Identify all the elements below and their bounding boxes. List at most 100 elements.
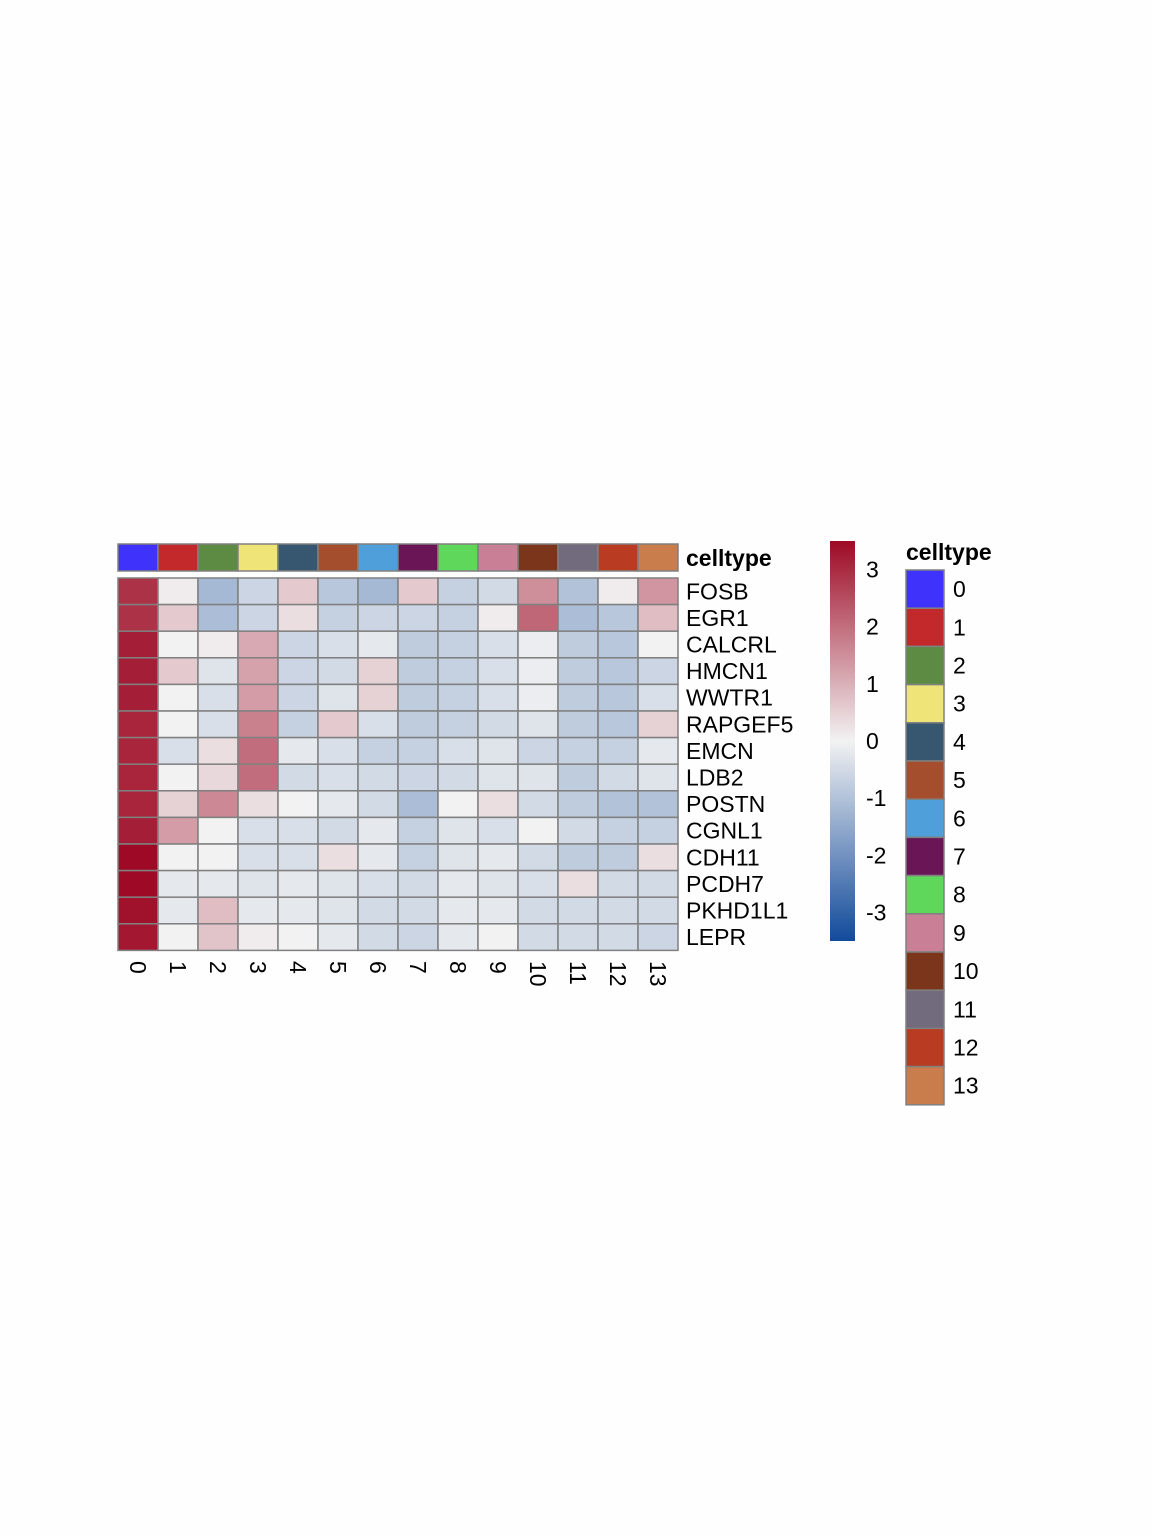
annotation-cell-8 — [437, 543, 479, 572]
row-label-EGR1: EGR1 — [686, 605, 749, 631]
cell-PCDH7-3 — [237, 869, 279, 898]
cell-LEPR-13 — [637, 923, 679, 952]
annotation-label: celltype — [686, 545, 772, 571]
colorbar-tick--1: -1 — [866, 785, 886, 811]
legend-swatch-5 — [905, 760, 945, 800]
cell-PKHD1L1-13 — [637, 896, 679, 925]
legend-label-8: 8 — [953, 882, 966, 908]
cell-LDB2-1 — [157, 763, 199, 792]
legend-swatch-6 — [905, 798, 945, 839]
colorbar-tick-1: 1 — [866, 671, 879, 697]
cell-PCDH7-11 — [557, 869, 599, 898]
cell-RAPGEF5-13 — [637, 710, 679, 739]
legend-swatch-11 — [905, 989, 945, 1030]
cell-FOSB-2 — [197, 577, 239, 606]
cell-PCDH7-2 — [197, 869, 239, 898]
annotation-cell-4 — [277, 543, 319, 572]
cell-EGR1-6 — [357, 603, 399, 632]
cell-EGR1-11 — [557, 603, 599, 632]
colorbar-tick-3: 3 — [866, 557, 879, 583]
cell-RAPGEF5-1 — [157, 710, 199, 739]
cell-CALCRL-3 — [237, 630, 279, 659]
cell-LEPR-3 — [237, 923, 279, 952]
cell-HMCN1-1 — [157, 657, 199, 686]
legend-label-9: 9 — [953, 920, 966, 946]
legend-title: celltype — [906, 539, 992, 565]
cell-EGR1-3 — [237, 603, 279, 632]
cell-LDB2-6 — [357, 763, 399, 792]
cell-EGR1-9 — [477, 603, 519, 632]
colorbar-tick--2: -2 — [866, 842, 886, 868]
cell-EMCN-12 — [597, 736, 639, 765]
cell-EGR1-8 — [437, 603, 479, 632]
legend-label-7: 7 — [953, 844, 966, 870]
cell-WWTR1-2 — [197, 683, 239, 712]
cell-EGR1-0 — [117, 603, 159, 632]
cell-EMCN-8 — [437, 736, 479, 765]
cell-CALCRL-8 — [437, 630, 479, 659]
column-label-4: 4 — [285, 961, 311, 974]
cell-EGR1-13 — [637, 603, 679, 632]
cell-EGR1-1 — [157, 603, 199, 632]
cell-POSTN-4 — [277, 790, 319, 819]
cell-POSTN-5 — [317, 790, 359, 819]
legend-label-3: 3 — [953, 691, 966, 717]
cell-CGNL1-1 — [157, 816, 199, 845]
cell-CGNL1-11 — [557, 816, 599, 845]
legend-swatch-9 — [905, 913, 945, 953]
cell-PKHD1L1-11 — [557, 896, 599, 925]
cell-RAPGEF5-11 — [557, 710, 599, 739]
cell-EMCN-10 — [517, 736, 559, 765]
cell-PCDH7-10 — [517, 869, 559, 898]
cell-POSTN-9 — [477, 790, 519, 819]
column-label-5: 5 — [325, 961, 351, 974]
cell-LEPR-2 — [197, 923, 239, 952]
cell-CGNL1-9 — [477, 816, 519, 845]
cell-RAPGEF5-7 — [397, 710, 439, 739]
row-label-WWTR1: WWTR1 — [686, 685, 773, 711]
cell-EGR1-4 — [277, 603, 319, 632]
colorbar-ticks: 3 2 1 0 -1 -2 -3 — [866, 557, 886, 926]
column-label-13: 13 — [645, 961, 671, 987]
row-label-FOSB: FOSB — [686, 578, 749, 604]
cell-POSTN-6 — [357, 790, 399, 819]
annotation-cell-0 — [117, 543, 159, 572]
cell-HMCN1-0 — [117, 657, 159, 686]
cell-EMCN-9 — [477, 736, 519, 765]
cell-LEPR-10 — [517, 923, 559, 952]
legend-label-5: 5 — [953, 767, 966, 793]
cell-CALCRL-13 — [637, 630, 679, 659]
row-label-POSTN: POSTN — [686, 791, 765, 817]
cell-EGR1-5 — [317, 603, 359, 632]
cell-PCDH7-12 — [597, 869, 639, 898]
cell-HMCN1-8 — [437, 657, 479, 686]
cell-POSTN-11 — [557, 790, 599, 819]
legend-swatch-0 — [905, 569, 945, 609]
legend-label-1: 1 — [953, 614, 966, 640]
column-label-11: 11 — [565, 961, 591, 985]
cell-POSTN-7 — [397, 790, 439, 819]
cell-LDB2-7 — [397, 763, 439, 792]
cell-CDH11-7 — [397, 843, 439, 872]
cell-LDB2-3 — [237, 763, 279, 792]
cell-WWTR1-8 — [437, 683, 479, 712]
legend-label-12: 12 — [953, 1035, 979, 1061]
cell-WWTR1-5 — [317, 683, 359, 712]
legend-swatch-2 — [905, 645, 945, 686]
cell-LDB2-12 — [597, 763, 639, 792]
cell-LDB2-0 — [117, 763, 159, 792]
cell-CALCRL-9 — [477, 630, 519, 659]
column-label-2: 2 — [205, 961, 231, 974]
cell-EMCN-4 — [277, 736, 319, 765]
cell-CDH11-12 — [597, 843, 639, 872]
cell-HMCN1-11 — [557, 657, 599, 686]
column-label-6: 6 — [365, 961, 391, 974]
cell-LEPR-1 — [157, 923, 199, 952]
legend-swatch-12 — [905, 1027, 945, 1068]
cell-FOSB-8 — [437, 577, 479, 606]
cell-PKHD1L1-2 — [197, 896, 239, 925]
row-label-PCDH7: PCDH7 — [686, 871, 764, 897]
cell-CDH11-10 — [517, 843, 559, 872]
column-label-1: 1 — [165, 961, 191, 974]
